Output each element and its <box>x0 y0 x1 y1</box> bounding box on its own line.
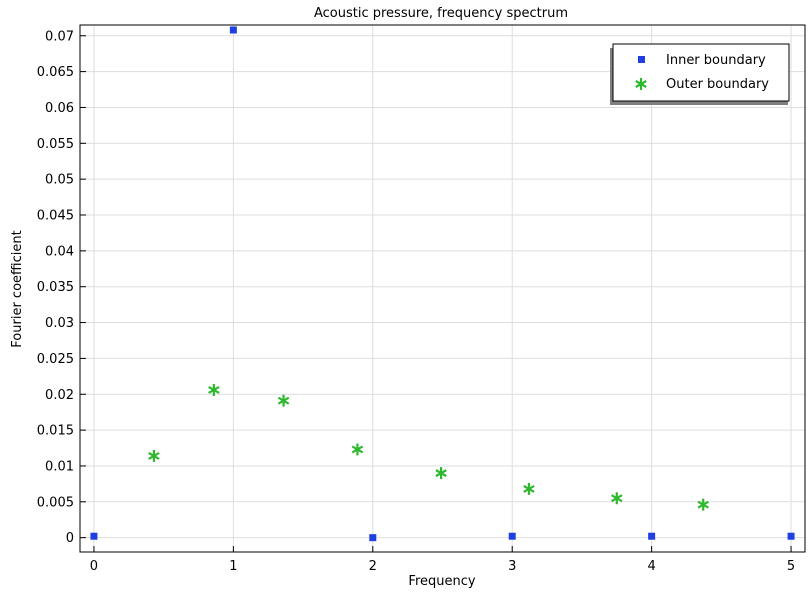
axis-ticks: 0 1 2 3 4 5 0 0.005 0.01 0.015 0.02 0.025 0.03 0.035 0… <box>37 29 795 574</box>
data-point-asterisk <box>148 449 160 462</box>
grid-lines <box>80 25 805 552</box>
x-tick-label: 3 <box>508 559 516 574</box>
y-tick-label: 0.055 <box>37 137 74 152</box>
x-tick-label: 4 <box>647 559 655 574</box>
x-tick-label: 0 <box>90 559 98 574</box>
data-marks <box>90 26 795 542</box>
y-tick-label: 0.03 <box>45 316 74 331</box>
y-tick-label: 0.025 <box>37 352 74 367</box>
y-tick-label: 0.065 <box>37 65 74 80</box>
x-axis-label: Frequency <box>408 574 475 589</box>
data-point-square <box>648 532 656 540</box>
legend-label-inner-boundary: Inner boundary <box>666 53 766 68</box>
x-tick-label: 1 <box>229 559 237 574</box>
legend-box <box>612 43 790 102</box>
data-point-square <box>787 532 795 540</box>
x-tick-label: 2 <box>369 559 377 574</box>
data-point-asterisk <box>208 383 220 396</box>
data-point-asterisk <box>435 467 447 480</box>
y-tick-label: 0.06 <box>45 101 74 116</box>
series-0 <box>90 26 795 542</box>
data-point-square <box>508 532 516 540</box>
data-point-square <box>90 532 98 540</box>
y-tick-label: 0.015 <box>37 424 74 439</box>
legend-marker-outer-boundary <box>635 78 647 90</box>
y-tick-label: 0.05 <box>45 173 74 188</box>
legend: Inner boundary Outer boundary <box>610 43 790 105</box>
chart-title: Acoustic pressure, frequency spectrum <box>314 6 568 21</box>
data-point-square <box>369 534 377 542</box>
data-point-asterisk <box>523 482 535 495</box>
y-tick-label: 0.04 <box>45 244 74 259</box>
data-point-asterisk <box>697 498 709 511</box>
data-point-asterisk <box>611 492 623 505</box>
plot-frame <box>79 24 806 553</box>
x-tick-label: 5 <box>787 559 795 574</box>
y-tick-label: 0.005 <box>37 495 74 510</box>
y-tick-label: 0.01 <box>45 459 74 474</box>
y-tick-label: 0 <box>66 531 74 546</box>
data-point-asterisk <box>351 443 364 456</box>
y-tick-label: 0.07 <box>45 29 74 44</box>
y-axis-label: Fourier coefficient <box>10 230 25 347</box>
legend-marker-inner-boundary <box>638 56 645 63</box>
y-tick-label: 0.035 <box>37 280 74 295</box>
data-point-square <box>229 26 237 34</box>
y-tick-label: 0.02 <box>45 388 74 403</box>
data-point-asterisk <box>277 394 290 407</box>
y-tick-label: 0.045 <box>37 209 74 224</box>
series-1 <box>148 383 709 511</box>
legend-label-outer-boundary: Outer boundary <box>666 77 769 92</box>
